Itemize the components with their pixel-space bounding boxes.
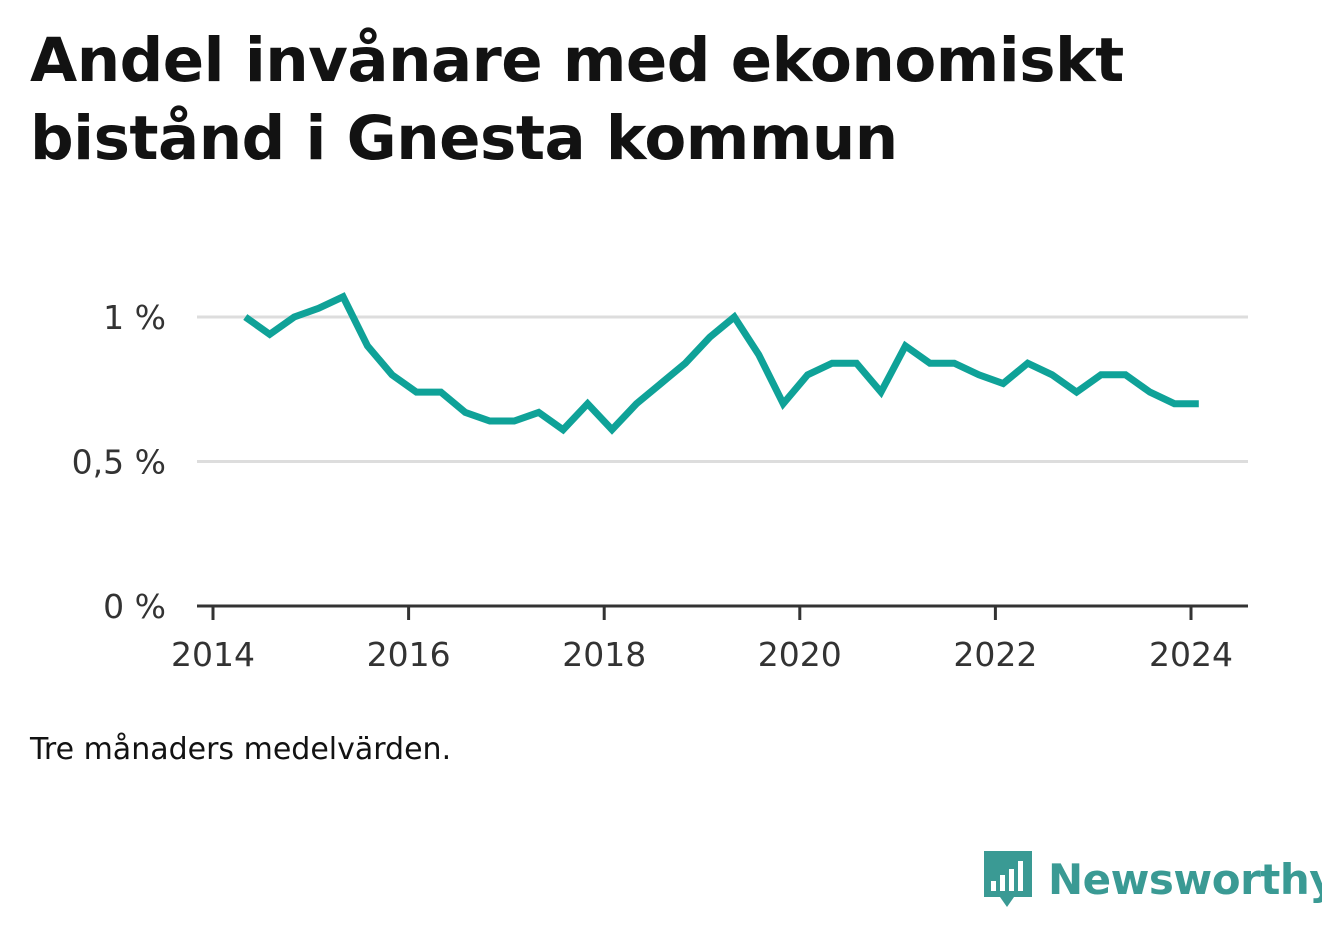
x-tick-label: 2018: [562, 635, 646, 674]
y-tick-label: 0,5 %: [72, 443, 166, 482]
gridlines: [197, 315, 1248, 463]
chart-title: Andel invånare med ekonomiskt bistånd i …: [30, 25, 1124, 174]
chart-note: Tre månaders medelvärden.: [30, 732, 452, 767]
y-axis: 0 % 0,5 % 1 %: [72, 298, 166, 626]
x-tick-label: 2020: [758, 635, 842, 674]
series-layer: [243, 292, 1199, 435]
bar-chart-speech-bubble-icon: [984, 851, 1032, 907]
x-axis: 2014 2016 2018 2020 2022 2024: [171, 606, 1233, 674]
x-tick-label: 2014: [171, 635, 255, 674]
y-tick-label: 0 %: [103, 587, 166, 626]
x-tick-label: 2016: [367, 635, 451, 674]
brand-name: Newsworthy: [1048, 854, 1322, 904]
y-tick-label: 1 %: [103, 298, 166, 337]
x-tick-label: 2024: [1149, 635, 1233, 674]
x-tick-label: 2022: [953, 635, 1037, 674]
brand-logo: Newsworthy: [980, 846, 1322, 912]
series-line: [243, 292, 1199, 435]
